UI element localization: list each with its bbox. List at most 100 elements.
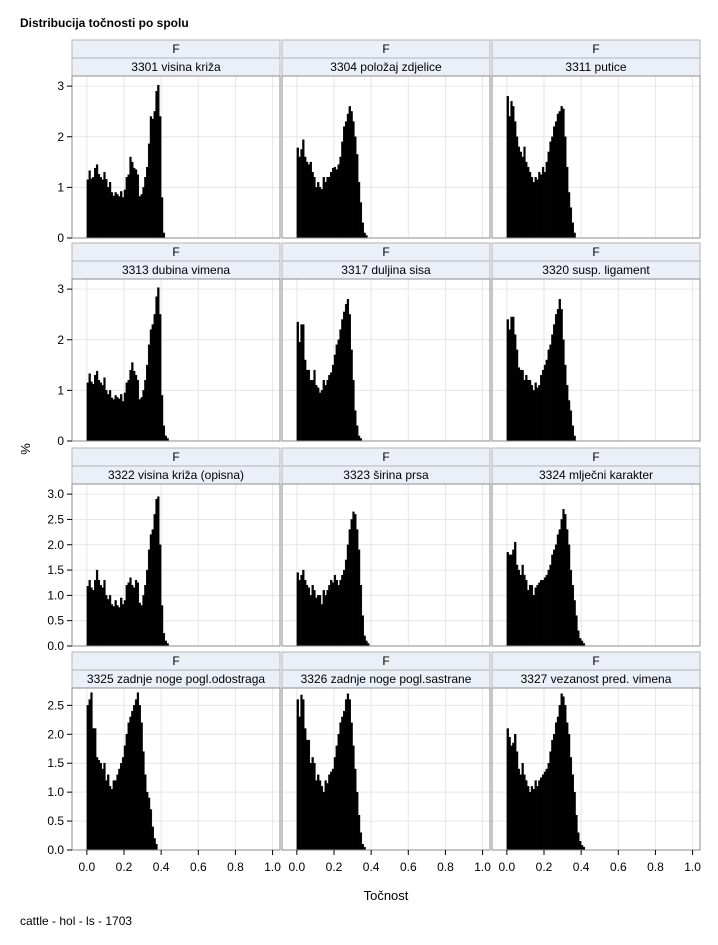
histogram-bar [328,585,331,647]
histogram-bar [129,716,132,851]
panel-9: F 3324 mlječni karakter [491,447,701,647]
strip-group-label: F [382,654,389,668]
histogram-bar [573,232,576,239]
histogram-bar [579,638,582,647]
histogram-bar [346,544,350,647]
histogram-bar [354,514,357,647]
histogram-bar [330,579,333,647]
histogram-bar [530,385,534,442]
x-tick-label: 1.0 [684,860,701,874]
histogram-bar [538,780,541,851]
histogram-bar [519,574,522,647]
y-tick-label: 0.0 [47,843,64,857]
y-tick-label: 1 [57,383,64,397]
histogram-bar [350,519,353,647]
histogram-bar [534,587,537,647]
histogram-bar [554,314,558,442]
histogram-bar [540,579,543,647]
histogram-bar [551,136,554,239]
histogram-bar [101,385,104,442]
histogram-bar [532,595,535,647]
histogram-bar [133,587,136,647]
histogram-bar [110,192,114,239]
histogram-bar [309,763,312,851]
histogram-bar [564,514,567,647]
x-tick-label: 0.4 [363,860,380,874]
histogram-bar [566,166,569,239]
histogram-bar [361,615,364,647]
histogram-bar [123,600,127,647]
histogram-bar [120,763,123,851]
histogram-bar [320,390,324,442]
histogram-bar [114,600,117,647]
y-tick-label: 3 [57,79,64,93]
histogram-bar [103,763,106,851]
histogram-bar [333,166,337,239]
histogram-bar [324,182,327,239]
histogram-bar [97,174,101,239]
chart-title: Distribucija točnosti po spolu [20,16,189,30]
histogram-bar [357,182,361,239]
histogram-bar [300,149,303,239]
histogram-bar [142,751,145,851]
panel-1: F 3301 visina križa [71,39,281,239]
histogram-bar [339,579,342,647]
histogram-bar [517,569,521,647]
histogram-bar [560,693,563,851]
strip-trait-label: 3327 vezanost pred. vimena [521,672,672,686]
histogram-bar [149,329,153,442]
histogram-bar [108,595,112,647]
histogram-bar [298,579,301,647]
histogram-bar [302,569,305,647]
histogram-bar [556,113,560,239]
histogram-bar [335,344,338,442]
histogram-bar [305,739,309,851]
strip-trait-label: 3323 širina prsa [343,468,429,482]
histogram-bar [356,791,359,851]
plot-frame [491,75,701,239]
histogram-bar [525,579,528,647]
histogram-bar [328,374,331,442]
histogram-bar [567,734,571,851]
histogram-bar [525,374,528,442]
histogram-bar [562,339,565,442]
histogram-bar [356,529,359,647]
histogram-bar [566,529,569,647]
histogram-bar [554,722,558,851]
histogram-bar [155,498,158,647]
panel-5: F 3317 duljina sisa [281,242,491,442]
histogram-bar [94,579,97,647]
histogram-bar [558,705,561,851]
histogram-bar [120,394,123,442]
histogram-bar [97,760,101,851]
histogram-bar [129,577,132,647]
histogram-bar [348,699,351,851]
histogram-bar [155,296,158,442]
histogram-bar [90,381,93,442]
histogram-bar [517,768,521,851]
histogram-bar [357,435,361,442]
histogram-bar [341,141,344,239]
x-tick-label: 0.2 [116,860,133,874]
histogram-bar [298,716,301,851]
histogram-bar [577,630,580,647]
histogram-bar [112,606,115,647]
histogram-bar [333,757,337,851]
histogram-bar [363,232,366,239]
histogram-bar [136,582,140,647]
strip-group-label: F [382,245,389,259]
plot-frame [281,483,491,647]
histogram-bar [532,789,535,851]
histogram-bar [317,774,320,851]
x-tick-label: 0.0 [79,860,96,874]
histogram-bar [88,373,91,442]
histogram-bar [112,195,115,239]
histogram-bar [525,161,528,239]
histogram-bar [157,287,160,442]
x-tick-label: 0.0 [499,860,516,874]
histogram-bar [311,171,314,239]
histogram-bar [151,324,154,442]
histogram-bar [131,710,134,851]
strip-trait-label: 3301 visina križa [131,60,221,74]
